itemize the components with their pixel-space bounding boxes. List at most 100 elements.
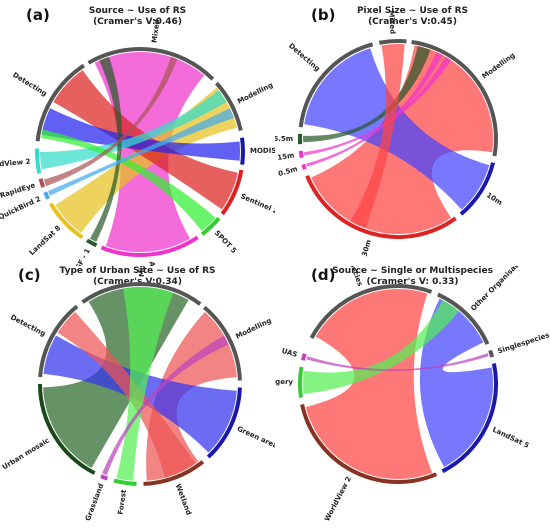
segment-label-detecting: Detecting [11,71,48,98]
chord-link-7 [90,56,122,242]
segment-arc-landsat-5 [441,363,498,474]
segment-label-landsat-8: LandSat 8 [28,224,63,257]
panel-title: Source ~ Single or Multispecies (Cramer'… [275,266,550,288]
segment-label-green-area: Green area [236,425,275,451]
segment-arc-rapideye [38,178,46,188]
segment-label-other-organisation-levels: Other Organisation levels [469,266,546,313]
segment-arc-mixed [81,281,202,306]
segment-arc-modelling [411,40,498,157]
segment-label-spot-5: SPOT 5 [213,229,238,255]
panel-title-main: Source ~ Single or Multispecies [332,266,493,276]
segment-label-modelling: Modelling [236,81,274,106]
segment-arc-basemap-imagery [298,366,304,398]
segment-label-detecting: Detecting [9,313,47,338]
chord-link-4 [41,108,241,161]
panel-title: Source ~ Use of RS (Cramer's V:0.46) [0,6,275,28]
segment-label-30m: 30m [361,239,373,258]
segment-arc-forest [113,478,137,486]
segment-label-15m: 15m [277,151,295,162]
chord-link-5 [116,287,174,481]
segment-arc-landsat-8 [49,202,84,240]
segment-label-mixed: Mixed [150,19,161,43]
segment-arc-urban-mosaic [38,383,96,475]
chord-link-5 [39,90,227,170]
segment-label-airborne-platform: Airborne Platform [148,261,163,266]
segment-label-grassland: Grassland [84,482,106,522]
panel-title-sub: (Cramer's V:0.46) [93,17,182,27]
segment-arc-other-organisation-levels [437,292,490,345]
segment-arc-quickbird-2 [43,191,50,200]
chord-diagram-d: Multispecies Other Organisation levels Sin… [275,266,550,523]
panel-title-sub: (Cramer's V: 0.33) [366,277,459,287]
segment-arc-uas [300,353,307,361]
segment-arc-sentinel-2 [220,169,244,216]
chord-panel-d: (d) Source ~ Single or Multispecies (Cra… [275,266,550,532]
segment-arc-spot-5 [200,216,221,236]
panel-title-sub: (Cramer's V:0.45) [368,17,457,27]
segment-arc-airborne-platform [100,235,199,257]
chord-panel-b: (b) Pixel Size ~ Use of RS (Cramer's V:0… [275,0,550,266]
segment-arc-detecting [298,42,374,128]
segment-arc-worldview-2 [300,403,438,484]
segment-arc-grassland [100,474,109,481]
segment-arc-0-5m [301,163,307,170]
segment-arc-singlespecies [488,349,495,358]
segment-label-wetland: Wetland [174,483,193,516]
segment-label-0-5m: 0.5m [277,165,298,178]
panel-letter: (b) [311,6,336,24]
segment-arc-mixed [87,47,215,81]
segment-arc-modelling [215,81,243,132]
chord-link-1 [305,288,432,480]
chord-link-6 [41,129,216,231]
segment-label-gf-1: GF - 1 [74,247,92,266]
chord-diagram-c: Mixed Modelling Green area Wetland Forest Gra… [1,266,275,522]
panel-title: Pixel Size ~ Use of RS (Cramer's V:0.45) [275,6,550,28]
chord-panel-a: (a) Source ~ Use of RS (Cramer's V:0.46)… [0,0,275,266]
chord-link-6 [102,335,229,476]
segment-arc-detecting [35,63,85,142]
chord-link-6 [350,43,405,229]
chord-link-4 [57,311,196,478]
panel-title-main: Type of Urban Site ~ Use of RS [59,266,216,276]
panel-title-main: Pixel Size ~ Use of RS [356,6,469,16]
chord-link-4 [306,353,489,371]
chord-panel-c: (c) Type of Urban Site ~ Use of RS (Cram… [0,266,275,532]
segment-label-worldview-2: WorldView 2 [323,475,353,523]
segment-label-forest: Forest [117,489,129,516]
segment-arc-modis [240,137,245,165]
segment-label-modelling: Modelling [234,317,272,341]
segment-arc-10m [459,162,496,216]
chord-link-2 [55,87,238,233]
segment-label-modis: MODIS [250,147,275,155]
segment-label-mixed: Mixed [387,10,396,34]
chord-link-3 [302,300,460,394]
segment-label-sentinel-2: Sentinel 2 [239,192,275,215]
segment-label-quickbird-2: QuickBird 2 [0,195,42,222]
segment-label-singlespecies: Singlespecies [497,331,550,355]
chord-link-8 [47,108,235,196]
chord-link-2 [419,298,494,468]
segment-arc-wetland [143,460,205,486]
segment-arc-multispecies [309,284,433,339]
chord-link-3 [303,46,431,143]
segment-arc-30m [305,174,457,239]
segment-arc-15m [298,150,304,159]
panel-letter: (a) [26,6,50,24]
panel-title-main: Source ~ Use of RS [88,6,187,16]
segment-label-landsat-5: LandSat 5 [491,426,530,450]
segment-label-multispecies: Multispecies [339,266,364,287]
segment-label-rapideye: RapidEye [0,181,37,200]
chord-diagram-b: Mixed Modelling 10m 30m 0.5m 15m 6.5m Detecting [275,10,517,258]
segment-label-6-5m: 6.5m [275,135,293,143]
segment-arc-worldview-2 [35,148,42,174]
panel-letter: (c) [18,266,41,284]
segment-label-modelling: Modelling [481,51,517,80]
segment-label-mixed: Mixed [138,266,146,277]
segment-label-10m: 10m [485,191,504,207]
segment-label-worldview-2: WorldView 2 [0,158,31,170]
segment-arc-detecting [38,304,79,378]
segment-label-basemap-imagery: Basemap imagery [275,377,293,386]
segment-arc-modelling [203,305,242,381]
segment-label-detecting: Detecting [287,42,321,73]
